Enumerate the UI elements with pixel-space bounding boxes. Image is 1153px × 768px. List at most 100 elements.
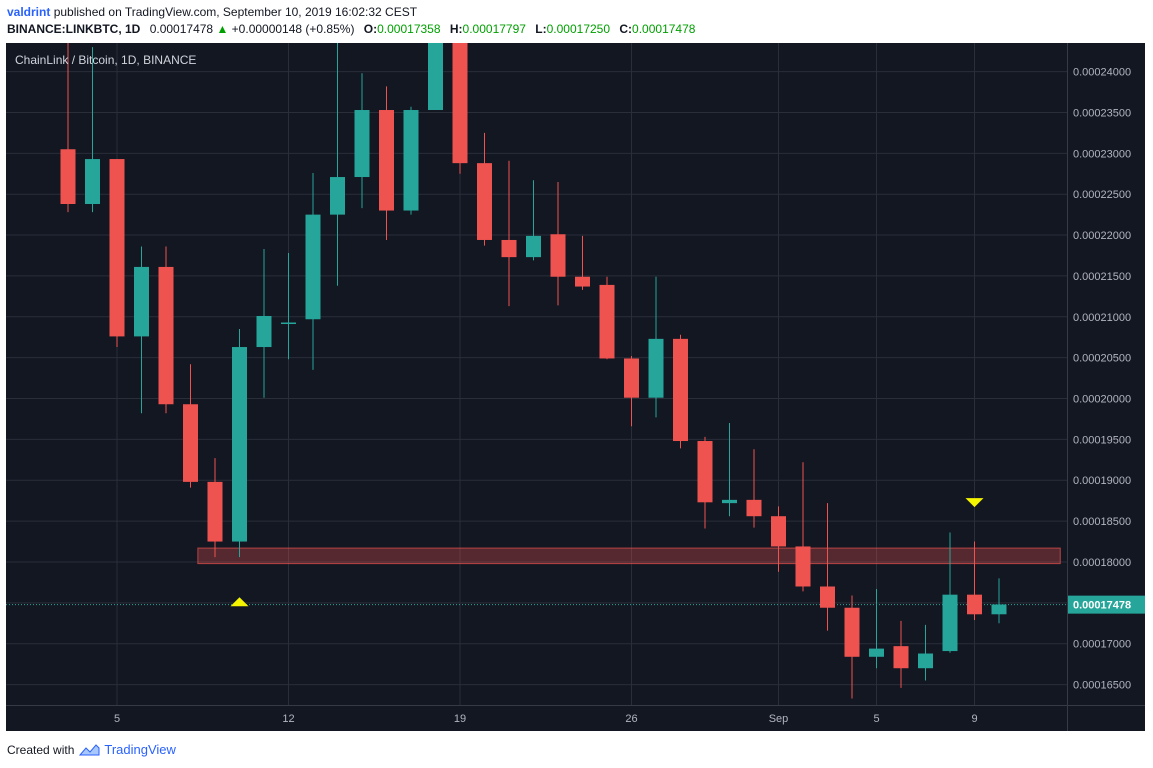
price-tick-label: 0.00018000: [1073, 557, 1131, 569]
candle[interactable]: [477, 132, 492, 246]
candle[interactable]: [893, 620, 909, 688]
candle[interactable]: [158, 246, 174, 414]
candle-body: [85, 159, 100, 205]
candle-body: [281, 322, 296, 325]
candle-body: [575, 276, 590, 287]
tradingview-brand-link[interactable]: TradingView: [104, 742, 176, 757]
price-tick-label: 0.00019500: [1073, 434, 1131, 446]
candle[interactable]: [85, 47, 100, 213]
candle-body: [844, 607, 860, 657]
candle-body: [354, 110, 370, 178]
candle[interactable]: [330, 43, 345, 286]
candle-body: [109, 159, 125, 337]
candle[interactable]: [942, 532, 958, 653]
low-label: L:: [535, 22, 547, 36]
candle[interactable]: [795, 462, 811, 592]
arrow-down-marker-icon[interactable]: [965, 498, 984, 508]
price-tick-label: 0.00018500: [1073, 516, 1131, 528]
low-value: 0.00017250: [546, 22, 611, 36]
close-label: C:: [619, 22, 633, 36]
chart-title: ChainLink / Bitcoin, 1D, BINANCE: [15, 53, 196, 67]
candle-body: [379, 110, 394, 211]
candle-body: [526, 235, 541, 258]
time-tick-label: 9: [971, 713, 977, 725]
candle-body: [795, 546, 811, 587]
tradingview-logo-icon: [79, 743, 100, 755]
candle[interactable]: [305, 172, 321, 370]
candle[interactable]: [722, 423, 737, 517]
candle[interactable]: [771, 506, 786, 572]
candle-body: [256, 315, 272, 348]
candle[interactable]: [746, 449, 762, 528]
candle[interactable]: [232, 329, 247, 558]
candle[interactable]: [967, 541, 982, 621]
candle[interactable]: [281, 253, 296, 360]
candle[interactable]: [134, 246, 149, 414]
close-value: 0.00017478: [632, 22, 696, 36]
candle[interactable]: [60, 43, 76, 213]
arrow-up-marker-icon[interactable]: [230, 597, 249, 607]
candle-body: [673, 338, 688, 442]
candle[interactable]: [501, 160, 517, 307]
candle-body: [207, 481, 223, 542]
candle-body: [697, 441, 713, 503]
footer: Created with TradingView: [7, 742, 176, 757]
price-tick-label: 0.00022000: [1073, 230, 1131, 242]
candle-body: [183, 404, 198, 482]
author-link[interactable]: valdrint: [7, 5, 51, 19]
price-tick-label: 0.00020500: [1073, 353, 1131, 365]
time-tick-label: 5: [873, 713, 879, 725]
candle-body: [477, 163, 492, 240]
candle-body: [991, 604, 1007, 615]
candle[interactable]: [379, 86, 394, 240]
candle[interactable]: [256, 248, 272, 398]
candle[interactable]: [673, 334, 688, 449]
last-price: 0.00017478: [149, 22, 214, 36]
candle[interactable]: [403, 106, 419, 215]
candle[interactable]: [624, 356, 639, 427]
candle[interactable]: [550, 181, 566, 306]
price-axis[interactable]: 0.000165000.000170000.000175000.00018000…: [1068, 67, 1145, 692]
candle[interactable]: [844, 595, 860, 699]
candle[interactable]: [918, 624, 933, 681]
candle[interactable]: [207, 458, 223, 558]
candle-body: [599, 284, 615, 359]
candle[interactable]: [428, 43, 443, 111]
time-tick-label: 12: [282, 713, 294, 725]
price-tick-label: 0.00023500: [1073, 107, 1131, 119]
candle-body: [967, 594, 982, 615]
candle-body: [501, 239, 517, 258]
candle-body: [232, 347, 247, 542]
candle[interactable]: [820, 503, 835, 631]
chart-panel[interactable]: 0.000165000.000170000.000175000.00018000…: [6, 43, 1145, 731]
candle[interactable]: [648, 276, 664, 418]
price-tick-label: 0.00019000: [1073, 475, 1131, 487]
price-tick-label: 0.00020000: [1073, 394, 1131, 406]
candle[interactable]: [991, 578, 1007, 624]
candle-body: [869, 648, 884, 657]
candle-body: [452, 43, 468, 164]
candle-body: [60, 149, 76, 205]
candle[interactable]: [575, 235, 590, 290]
candle-body: [722, 499, 737, 504]
resistance-zone-layer: [6, 547, 1067, 606]
candle[interactable]: [109, 159, 125, 348]
candle[interactable]: [697, 436, 713, 529]
candle[interactable]: [526, 180, 541, 261]
candle[interactable]: [452, 43, 468, 174]
candle-body: [942, 594, 958, 652]
candle[interactable]: [354, 73, 370, 209]
time-axis[interactable]: 5 12 19 26 Sep 5 9: [114, 713, 978, 725]
created-with-label: Created with: [7, 742, 75, 757]
candle-body: [403, 110, 419, 211]
candle-body: [746, 499, 762, 517]
publish-info: valdrint published on TradingView.com, S…: [7, 5, 417, 19]
candle[interactable]: [183, 364, 198, 488]
markers: [230, 498, 984, 607]
candle[interactable]: [599, 276, 615, 360]
symbol-info: BINANCE:LINKBTC, 1D 0.00017478 ▲ +0.0000…: [7, 22, 695, 36]
candle[interactable]: [869, 588, 884, 669]
resistance-zone[interactable]: [197, 547, 1061, 565]
time-tick-label: Sep: [769, 713, 789, 725]
candlestick-chart[interactable]: 0.000165000.000170000.000175000.00018000…: [6, 43, 1145, 731]
